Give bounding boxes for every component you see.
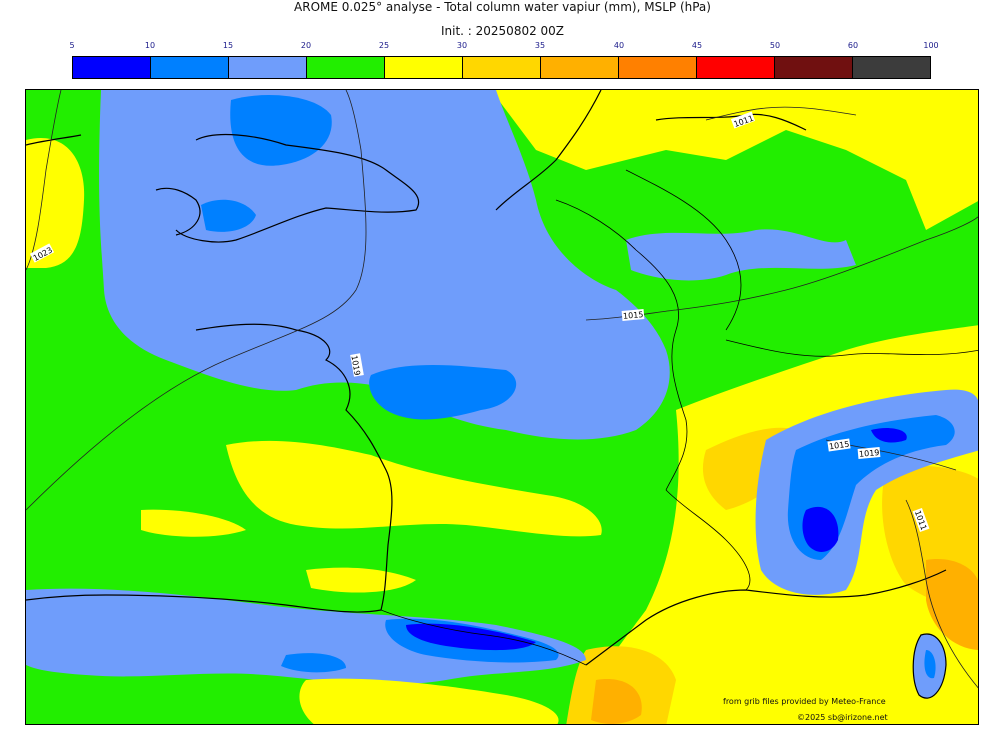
field-10-15-wales <box>201 199 256 232</box>
wales-coast <box>155 187 201 236</box>
colorbar-tick: 60 <box>847 41 859 50</box>
colorbar-tick: 50 <box>769 41 781 50</box>
colorbar-tick: 20 <box>300 41 312 50</box>
colorbar-tick: 30 <box>456 41 468 50</box>
colorbar-segment <box>541 57 619 78</box>
uk-south-coast <box>175 133 420 243</box>
isobar-1015 <box>585 216 978 321</box>
isobar-label-bg <box>29 243 55 263</box>
isobar-label-bg <box>827 438 851 452</box>
colorbar-tick: 5 <box>69 41 75 50</box>
colorbar-segment <box>775 57 853 78</box>
field-10-15-cantabria <box>281 653 346 673</box>
isobar-label-bg <box>621 309 645 321</box>
isobar-label: 1019 <box>859 448 880 459</box>
colorbar-segment <box>307 57 385 78</box>
field-35-40-italy <box>926 559 978 650</box>
colorbar-tick: 40 <box>613 41 625 50</box>
credit-copyright: ©2025 sb@irizone.net <box>797 713 888 722</box>
colorbar-tick: 10 <box>144 41 156 50</box>
isobar-label-bg <box>730 111 756 129</box>
init-time: Init. : 20250802 00Z <box>440 24 565 38</box>
field-35-40-catalonia <box>591 679 642 724</box>
isobar-label: 1015 <box>829 440 850 452</box>
isobar-1019 <box>26 90 367 511</box>
colorbar-segment <box>463 57 541 78</box>
field-5-10-alps-north <box>871 428 907 443</box>
field-15-20-central <box>99 90 670 440</box>
field-15-20-pyrenees <box>26 588 586 685</box>
corsica-coast <box>912 633 947 699</box>
isobar-label: 1019 <box>349 355 361 377</box>
field-yellow-west <box>26 138 85 268</box>
isobar-label-bg <box>857 447 881 459</box>
colorbar-segment <box>229 57 307 78</box>
isobar-label: 1015 <box>623 310 644 321</box>
border-france-italy <box>665 489 751 591</box>
field-green-iberia <box>26 688 244 724</box>
spain-north-coast <box>26 594 382 613</box>
france-west-coast <box>195 323 393 611</box>
colorbar-segment <box>151 57 229 78</box>
isobar-1023 <box>26 90 62 271</box>
map-panel: 1011 1023 1015 1019 1015 1019 1011 <box>25 89 979 725</box>
borders <box>380 169 978 666</box>
field-15-20-east <box>626 229 856 281</box>
field-10-15-france <box>369 365 517 420</box>
colorbar-ticks: 5 10 15 20 25 30 35 40 45 50 60 100 <box>0 41 1005 53</box>
field-5-10-pyrenees <box>406 623 536 651</box>
isobar-1011-italy <box>905 499 978 689</box>
field-yellow-ebro <box>299 678 559 724</box>
chart-title: AROME 0.025° analyse - Total column wate… <box>294 0 711 14</box>
isobar-label-bg <box>912 507 930 533</box>
colorbar <box>72 56 931 79</box>
field-yellow-gascony <box>306 567 416 593</box>
colorbar-segment <box>619 57 697 78</box>
border-benelux <box>625 169 742 331</box>
colorbar-tick: 35 <box>534 41 546 50</box>
border-alps-north <box>725 339 978 357</box>
tcwv-map: 1011 1023 1015 1019 1015 1019 1011 <box>26 90 978 724</box>
border-france-spain <box>380 609 587 666</box>
colorbar-segment <box>73 57 151 78</box>
field-yellow-aquitaine <box>226 440 602 537</box>
colorbar-tick: 100 <box>923 41 939 50</box>
colorbar-tick: 25 <box>378 41 390 50</box>
field-10-15-corsica <box>924 650 936 679</box>
colorbar-tick: 15 <box>222 41 234 50</box>
channel-coast <box>495 90 602 211</box>
field-5-10-alps-south <box>802 506 839 552</box>
credit-source: from grib files provided by Meteo-France <box>723 697 886 706</box>
ireland-coast <box>26 134 82 146</box>
field-yellow-bay <box>141 509 246 537</box>
isobar-1011-north <box>705 106 857 121</box>
isobar-labels: 1011 1023 1015 1019 1015 1019 1011 <box>29 111 930 533</box>
field-yellow-north <box>491 90 978 230</box>
isobar-label-bg <box>350 353 364 377</box>
colorbar-segment <box>853 57 930 78</box>
colorbar-segment <box>385 57 463 78</box>
colorbar-segment <box>697 57 775 78</box>
colorbar-tick: 45 <box>691 41 703 50</box>
border-france-east <box>555 199 688 491</box>
isobars <box>26 90 978 689</box>
